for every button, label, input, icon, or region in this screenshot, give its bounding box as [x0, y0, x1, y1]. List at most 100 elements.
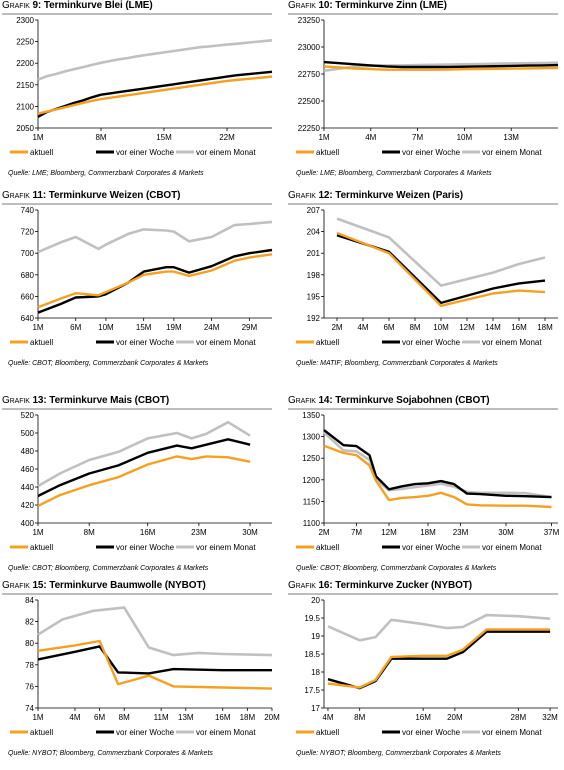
- legend-label-monat: vor einem Monat: [196, 728, 256, 737]
- y-tick-label: 1250: [302, 454, 320, 463]
- y-tick-label: 84: [25, 596, 34, 605]
- series-line-monat: [37, 606, 273, 657]
- x-tick-label: 14M: [485, 323, 501, 332]
- legend-label-aktuell: aktuell: [316, 338, 339, 347]
- x-tick-label: 30M: [498, 528, 514, 537]
- line-chart: 640 660 680 700 720 740 1M 6M 10M 15M 19M 24M 29M akt…: [10, 206, 273, 347]
- y-tick-label: 201: [307, 249, 321, 258]
- series-line-aktuell: [323, 444, 552, 509]
- chart-title-text: 15: Terminkurve Baumwolle (NYBOT): [29, 580, 206, 591]
- series-line-monat: [323, 61, 559, 73]
- series-line-woche: [323, 60, 559, 69]
- chart-title: Grafik 14: Terminkurve Sojabohnen (CBOT): [288, 395, 490, 406]
- y-tick-label: 76: [25, 682, 34, 691]
- line-chart: 192 195 198 201 204 207 2M 4M 6M 8M 10M 12M 14M 16M 18…: [296, 206, 558, 347]
- x-tick-label: 16M: [511, 323, 527, 332]
- x-tick-label: 1M: [32, 528, 43, 537]
- legend-label-aktuell: aktuell: [316, 543, 339, 552]
- legend-label-monat: vor einem Monat: [196, 338, 256, 347]
- chart-panel: Grafik 15: Terminkurve Baumwolle (NYBOT)…: [2, 580, 280, 770]
- x-tick-label: 1M: [32, 713, 43, 722]
- chart-panel: Grafik 14: Terminkurve Sojabohnen (CBOT)…: [288, 395, 564, 585]
- x-tick-label: 12M: [459, 323, 475, 332]
- y-tick-label: 1200: [302, 476, 320, 485]
- y-tick-label: 1350: [302, 411, 320, 420]
- legend-label-monat: vor einem Monat: [482, 543, 542, 552]
- title-rule: [288, 203, 558, 205]
- legend-label-woche: vor einer Woche: [402, 543, 461, 552]
- x-tick-label: 15M: [136, 323, 152, 332]
- y-tick-label: 2050: [16, 124, 34, 133]
- legend-label-aktuell: aktuell: [30, 728, 53, 737]
- y-tick-label: 17.5: [304, 686, 320, 695]
- legend-label-aktuell: aktuell: [30, 148, 53, 157]
- chart-title: Grafik 13: Terminkurve Mais (CBOT): [2, 395, 169, 406]
- x-tick-label: 2M: [318, 528, 329, 537]
- x-tick-label: 19M: [166, 323, 182, 332]
- y-tick-label: 440: [21, 483, 35, 492]
- title-rule: [288, 593, 558, 595]
- x-tick-label: 8M: [354, 713, 365, 722]
- x-tick-label: 18M: [420, 528, 436, 537]
- series-line-aktuell: [37, 75, 273, 115]
- line-chart: 17 17.5 18 18.5 19 19.5 20 4M 8M 16M 20M 28M 32M aktu…: [296, 596, 558, 737]
- line-chart: 74 76 78 80 82 84 1M 4M 6M 8M 11M 13M 16M 18M 20M aktue…: [10, 596, 280, 737]
- series-line-aktuell: [37, 639, 273, 690]
- x-tick-label: 16M: [215, 713, 231, 722]
- legend-label-woche: vor einer Woche: [116, 338, 175, 347]
- series-line-monat: [336, 217, 546, 287]
- y-tick-label: 78: [25, 661, 34, 670]
- y-tick-label: 520: [21, 411, 35, 420]
- chart-title-text: 9: Terminkurve Blei (LME): [29, 0, 153, 11]
- x-tick-label: 6M: [70, 323, 81, 332]
- x-tick-label: 6M: [383, 323, 394, 332]
- title-rule: [288, 408, 558, 410]
- line-chart: 400 420 440 460 480 500 520 1M 8M 16M 23M 30M aktuel…: [10, 411, 272, 552]
- y-tick-label: 660: [21, 292, 35, 301]
- legend-label-aktuell: aktuell: [30, 543, 53, 552]
- x-tick-label: 13M: [503, 133, 519, 142]
- y-tick-label: 2300: [16, 16, 34, 25]
- y-tick-label: 700: [21, 249, 35, 258]
- chart-title-text: 11: Terminkurve Weizen (CBOT): [29, 190, 181, 201]
- chart-panel: Grafik 12: Terminkurve Weizen (Paris) 192…: [288, 190, 564, 380]
- legend-label-monat: vor einem Monat: [482, 148, 542, 157]
- x-tick-label: 8M: [119, 713, 130, 722]
- series-line-aktuell: [37, 253, 273, 309]
- y-tick-label: 20: [311, 596, 320, 605]
- chart-title: Grafik 16: Terminkurve Zucker (NYBOT): [288, 580, 472, 591]
- y-tick-label: 19.5: [304, 614, 320, 623]
- title-rule: [2, 593, 272, 595]
- x-tick-label: 1M: [318, 133, 329, 142]
- line-chart: 22250 22500 22750 23000 23250 1M 4M 7M 10M 13M akt…: [296, 16, 559, 157]
- x-tick-label: 4M: [322, 713, 333, 722]
- legend-label-monat: vor einem Monat: [482, 338, 542, 347]
- x-tick-label: 32M: [542, 713, 558, 722]
- x-tick-label: 4M: [365, 133, 376, 142]
- series-line-woche: [37, 438, 251, 498]
- chart-title-prefix: Grafik: [288, 0, 316, 11]
- y-tick-label: 2200: [16, 59, 34, 68]
- y-tick-label: 22750: [298, 70, 321, 79]
- series-line-aktuell: [323, 65, 559, 71]
- x-tick-label: 2M: [331, 323, 342, 332]
- x-tick-label: 20M: [447, 713, 463, 722]
- series-line-aktuell: [336, 231, 546, 308]
- chart-title-text: 10: Terminkurve Zinn (LME): [315, 0, 447, 11]
- series-line-woche: [37, 645, 272, 675]
- y-tick-label: 740: [21, 206, 35, 215]
- y-tick-label: 17: [311, 704, 320, 713]
- y-tick-label: 18: [311, 668, 320, 677]
- chart-title: Grafik 9: Terminkurve Blei (LME): [2, 0, 153, 11]
- series-line-woche: [37, 70, 273, 118]
- x-tick-label: 1M: [32, 133, 43, 142]
- y-tick-label: 82: [25, 618, 34, 627]
- legend-label-monat: vor einem Monat: [196, 543, 256, 552]
- legend-label-woche: vor einer Woche: [402, 148, 461, 157]
- x-tick-label: 15M: [156, 133, 172, 142]
- chart-panel: Grafik 10: Terminkurve Zinn (LME) 22250 22…: [288, 0, 564, 190]
- y-tick-label: 460: [21, 465, 35, 474]
- x-tick-label: 8M: [95, 133, 106, 142]
- chart-title-prefix: Grafik: [288, 580, 316, 591]
- x-tick-label: 30M: [242, 528, 258, 537]
